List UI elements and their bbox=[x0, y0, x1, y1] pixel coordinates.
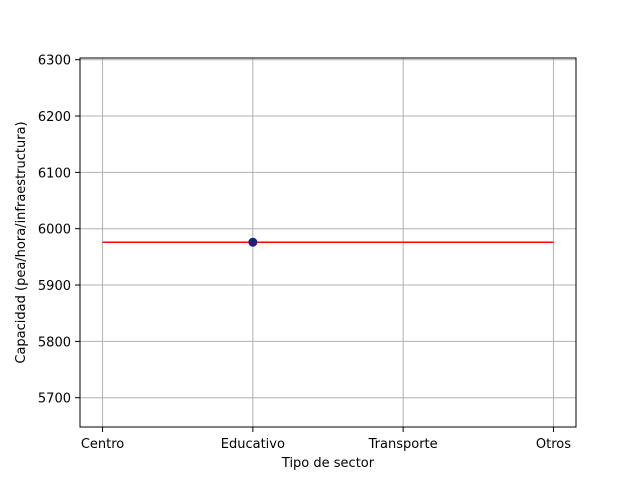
y-tick-layer: 5700 5800 5900 6000 6100 6200 6300 bbox=[38, 54, 80, 407]
data-point bbox=[248, 237, 258, 247]
x-tick-label: Centro bbox=[81, 437, 124, 452]
y-tick-label: 6100 bbox=[38, 166, 71, 181]
x-tick-label: Educativo bbox=[221, 437, 285, 452]
x-tick-label: Otros bbox=[536, 437, 571, 452]
y-tick-label: 6200 bbox=[38, 110, 71, 125]
y-tick-label: 5800 bbox=[38, 335, 71, 350]
x-tick-layer: Centro Educativo Transporte Otros bbox=[81, 427, 571, 452]
x-axis-label: Tipo de sector bbox=[281, 456, 375, 471]
y-tick-label: 5700 bbox=[38, 392, 71, 407]
data-points-layer bbox=[248, 237, 258, 247]
y-tick-label: 6000 bbox=[38, 223, 71, 238]
x-tick-label: Transporte bbox=[368, 437, 438, 452]
plot-frame bbox=[79, 57, 577, 428]
y-axis-label: Capacidad (pea/hora/infraestructura) bbox=[14, 121, 29, 363]
grid-layer bbox=[80, 58, 576, 427]
y-tick-label: 6300 bbox=[38, 54, 71, 69]
y-tick-label: 5900 bbox=[38, 279, 71, 294]
